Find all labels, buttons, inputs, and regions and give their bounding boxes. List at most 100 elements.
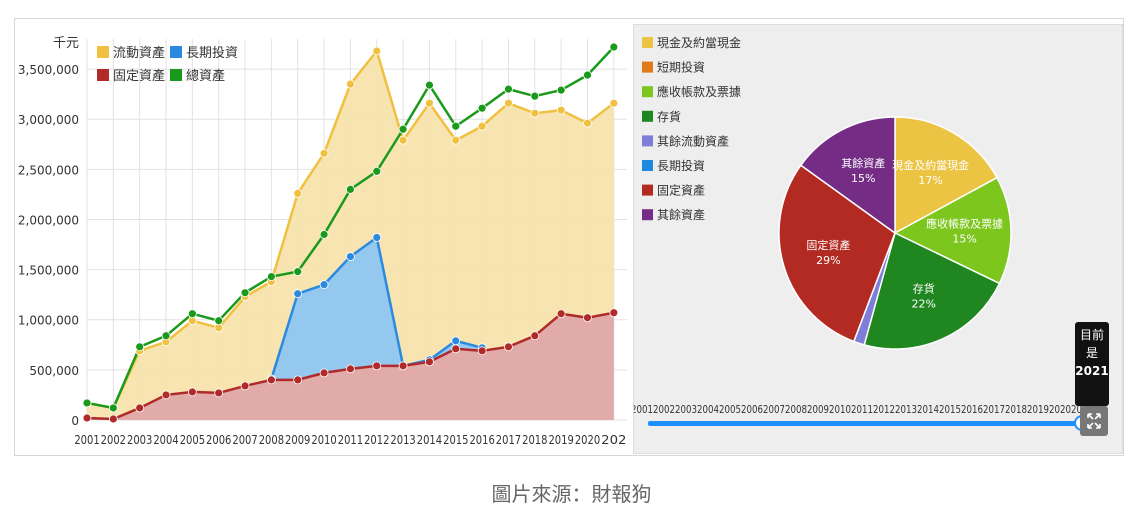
area-current-assets [87, 51, 614, 420]
point-fixed-assets [293, 375, 303, 385]
pie-legend-swatch [642, 135, 653, 147]
timeline-year-label: 2019 [1027, 403, 1049, 416]
area-chart: 0 500,000 1,000,000 1,500,000 2,000,000 2,500… [18, 36, 627, 447]
pie-legend-swatch [642, 37, 653, 48]
pie-legend-item: 固定資產 [657, 183, 705, 198]
pie-legend-item: 長期投資 [657, 158, 705, 173]
point-fixed-assets [583, 313, 592, 323]
pie-slice-percent: 15% [952, 232, 976, 245]
point-fixed-assets [372, 361, 382, 371]
point-fixed-assets [214, 388, 224, 398]
x-tick-label: 2016 [469, 433, 494, 447]
tooltip-year: 2021 [1075, 364, 1109, 378]
timeline-year-label: 2013 [895, 403, 917, 416]
legend-total-assets: 總資產 [186, 68, 225, 84]
point-total-assets [609, 42, 619, 52]
point-long-term-investment [293, 289, 303, 299]
pie-panel: 現金及約當現金 短期投資 應收帳款及票據 存貨 其餘流動資產 長期投資 固定資產 其餘資產 現… [631, 24, 1123, 454]
x-tick-label: 2017 [496, 433, 521, 447]
legend-current-assets-swatch [97, 46, 109, 58]
legend-long-term-investment: 長期投資 [186, 45, 238, 61]
timeline-year-label: 2016 [961, 403, 983, 416]
legend-current-assets: 流動資產 [113, 45, 165, 61]
tooltip-line1: 目前 [1079, 328, 1104, 342]
tooltip-line2: 是 [1085, 346, 1098, 360]
expand-icon [1087, 413, 1101, 429]
pie-legend-item: 短期投資 [657, 60, 705, 75]
timeline-year-label: 2003 [675, 403, 697, 416]
point-fixed-assets [187, 387, 197, 397]
legend-total-assets-swatch [170, 69, 182, 81]
point-total-assets [108, 403, 118, 413]
y-tick-label: 1,500,000 [18, 264, 79, 278]
point-fixed-assets [108, 414, 118, 424]
x-tick-label: 2009 [285, 433, 310, 447]
y-tick-label: 3,500,000 [18, 63, 79, 77]
point-current-assets [609, 98, 619, 108]
pie-slice [893, 176, 1012, 285]
x-tick-label: 2001 [74, 433, 99, 447]
point-fixed-assets [504, 342, 513, 352]
point-total-assets [346, 184, 355, 194]
point-total-assets [530, 91, 540, 101]
timeline-year-label: 2004 [697, 403, 719, 416]
pie-legend-swatch [642, 61, 653, 73]
point-total-assets [504, 84, 513, 94]
timeline-year-label: 2012 [873, 403, 895, 416]
timeline-year-label: 2006 [741, 403, 763, 416]
point-current-assets [398, 135, 408, 145]
point-fixed-assets [451, 344, 461, 354]
point-fixed-assets [161, 390, 171, 400]
timeline-year-label: 2009 [807, 403, 829, 416]
timeline-year-label: 2017 [983, 403, 1005, 416]
point-total-assets [451, 121, 461, 131]
timeline-year-label: 2007 [763, 403, 785, 416]
point-long-term-investment [372, 233, 382, 242]
pie-legend-swatch [642, 86, 653, 98]
timeline-year-label: 2011 [851, 403, 873, 416]
point-fixed-assets [477, 346, 487, 356]
point-total-assets [214, 316, 224, 326]
legend-long-term-investment-swatch [170, 46, 182, 58]
point-total-assets [187, 309, 197, 319]
x-axis: 2001 2002 2003 2004 2005 2006 2007 2008 2009 2010… [74, 433, 626, 447]
pie-legend-item: 應收帳款及票據 [657, 84, 741, 99]
pie-slice [799, 116, 896, 235]
point-fixed-assets [530, 331, 540, 341]
point-fixed-assets [82, 413, 92, 423]
expand-button[interactable] [1080, 406, 1108, 436]
chart-frame: 0 500,000 1,000,000 1,500,000 2,000,000 2,500… [14, 18, 1124, 456]
point-current-assets [504, 98, 513, 108]
point-total-assets [477, 103, 487, 113]
timeline-year-label: 2018 [1005, 403, 1027, 416]
pie-slice-name: 存貨 [913, 281, 935, 295]
pie-legend-swatch [642, 209, 653, 221]
x-tick-label: 2002 [101, 433, 126, 447]
timeline-track [648, 421, 1082, 426]
pie-slice [778, 164, 896, 343]
point-fixed-assets [319, 368, 329, 378]
pie-legend-item: 現金及約當現金 [657, 35, 741, 50]
image-caption: 圖片來源：財報狗 [491, 482, 652, 506]
point-current-assets [583, 118, 592, 128]
timeline-year-label: 2015 [939, 403, 961, 416]
pie-legend-item: 其餘流動資產 [657, 133, 729, 148]
x-tick-label: 2013 [390, 433, 415, 447]
pie-slice-name: 其餘資產 [841, 156, 885, 170]
pie-legend-item: 存貨 [657, 109, 681, 124]
timeline-year-label: 2020 [1049, 403, 1071, 416]
y-tick-label: 1,000,000 [18, 314, 79, 328]
point-total-assets [293, 267, 303, 277]
timeline[interactable]: 2001200220032004200520062007200820092010… [631, 403, 1093, 431]
point-fixed-assets [398, 361, 408, 371]
timeline-year-label: 2010 [829, 403, 851, 416]
y-tick-label: 3,000,000 [18, 113, 79, 127]
point-total-assets [161, 331, 171, 341]
point-fixed-assets [266, 375, 276, 385]
x-tick-label: 2007 [232, 433, 257, 447]
y-unit-label: 千元 [53, 36, 79, 51]
pie-slice [863, 231, 1001, 350]
x-tick-label: 2006 [206, 433, 231, 447]
